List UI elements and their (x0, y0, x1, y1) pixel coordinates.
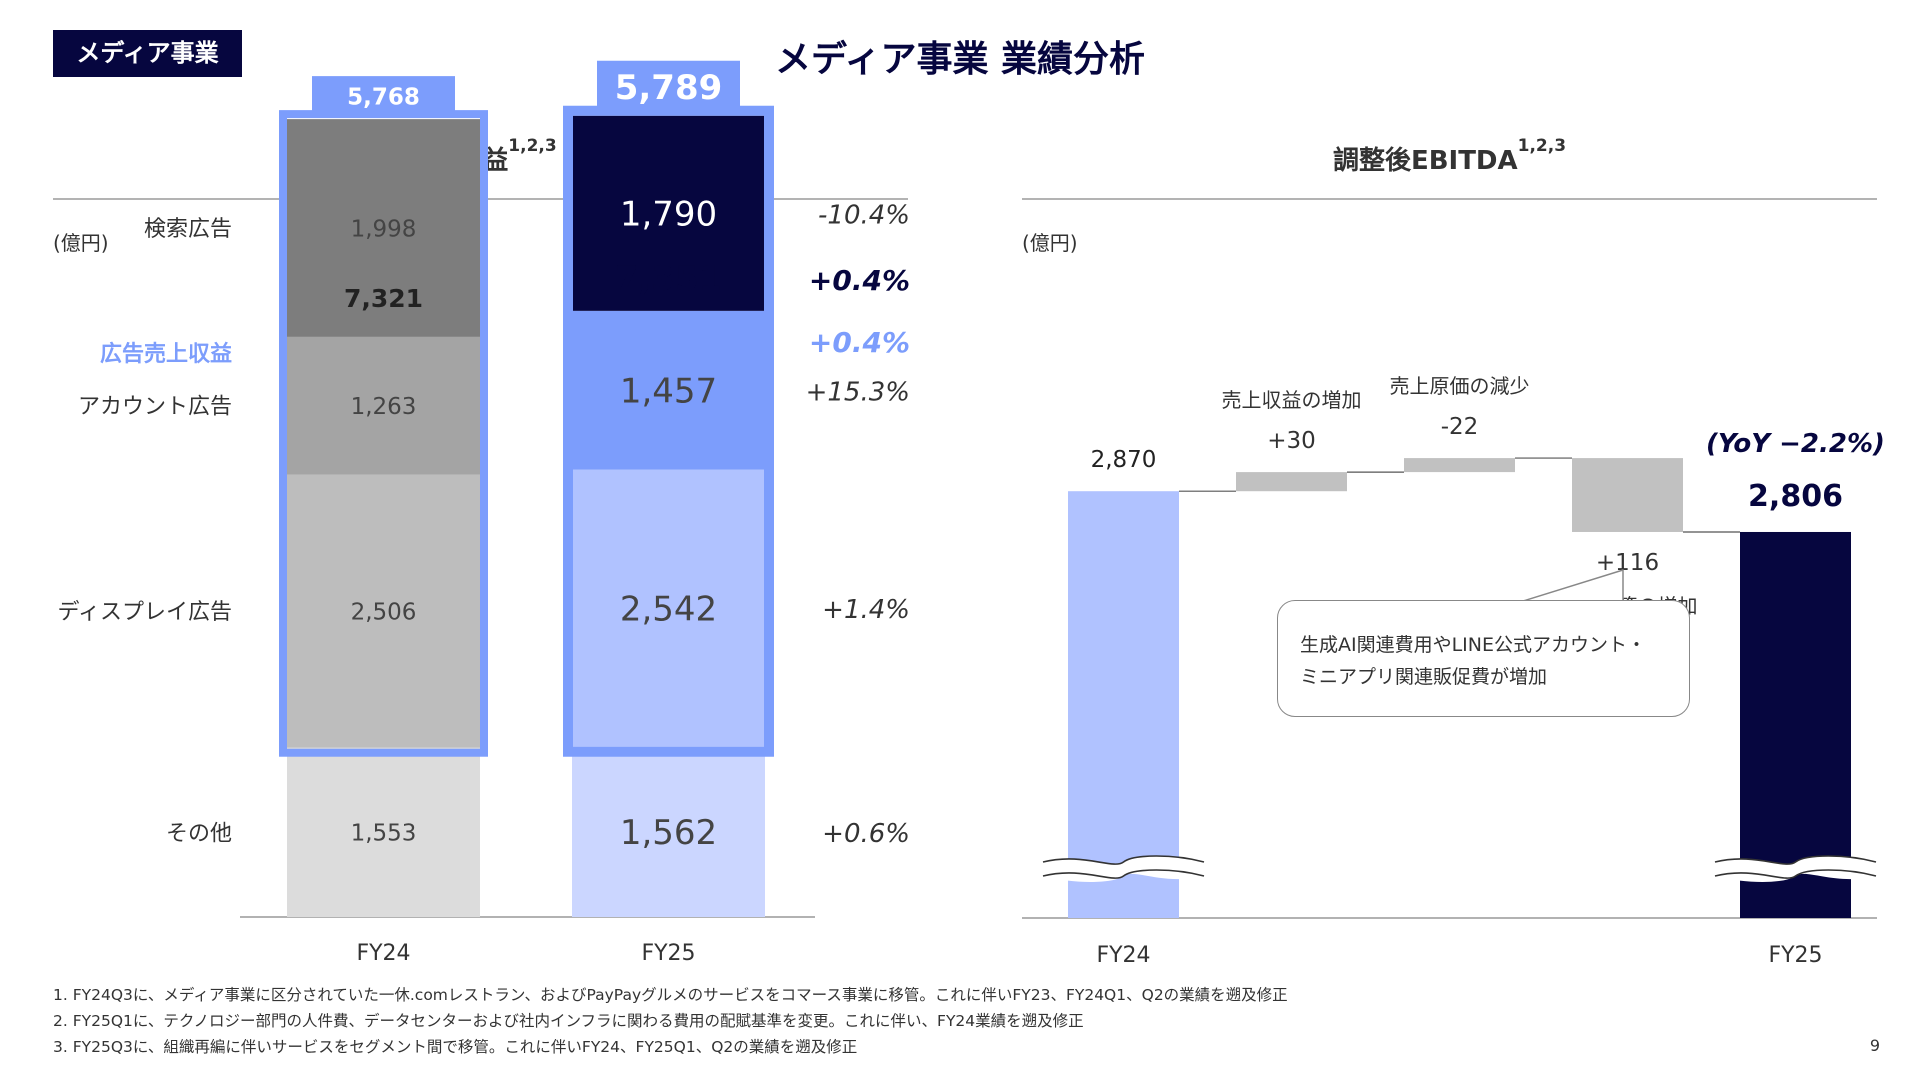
ebitda-category-fy25: FY25 (1768, 943, 1822, 968)
revenue-seg-label-fy24-0: 1,553 (351, 821, 417, 847)
ebitda-title-text: 調整後EBITDA (1332, 146, 1518, 176)
ebitda-section-rule (1022, 198, 1877, 200)
revenue-bar-fy25-seg-2 (572, 310, 765, 470)
ebitda-value-fy24: 2,870 (1091, 447, 1157, 473)
callout-pointer (1519, 569, 1624, 603)
revenue-growth-3: -10.4% (818, 200, 910, 230)
revenue-total-fy24: 7,321 (344, 284, 423, 313)
axis-break-fill-1 (1715, 856, 1876, 882)
revenue-bar-fy24-seg-1 (287, 474, 480, 748)
revenue-growth-2: +15.3% (806, 377, 910, 407)
revenue-seg-label-fy24-3: 1,998 (351, 216, 417, 242)
revenue-bar-fy24-seg-0 (287, 747, 480, 917)
revenue-total-fy25: 7,351 (615, 259, 723, 299)
charts-canvas: 1,553 2,506 1,263 1,998 1,562 2,542 1,457 1,790… (58, 60, 1885, 968)
revenue-unit: (億円) (53, 231, 109, 255)
ad-revenue-value-fy24: 5,768 (347, 84, 420, 110)
revenue-bar-fy25-seg-0 (572, 746, 765, 917)
ebitda-section-title: 調整後EBITDA1,2,3 (1022, 136, 1877, 177)
ebitda-value-fy25: 2,806 (1748, 479, 1843, 514)
axis-break-line-top-0 (1042, 855, 1205, 865)
revenue-seg-label-fy25-2: 1,457 (620, 371, 717, 411)
revenue-seg-label-fy24-2: 1,263 (351, 394, 417, 420)
callout-line-1: 生成AI関連費用やLINE公式アカウント・ (1300, 634, 1647, 656)
ad-tab-fy25 (597, 60, 740, 113)
axis-break-line-bottom-1 (1714, 869, 1877, 879)
callout-line-2: ミニアプリ関連販促費が増加 (1300, 666, 1548, 688)
revenue-growth-1: +1.4% (822, 595, 910, 625)
revenue-seg-label-fy25-3: 1,790 (620, 195, 717, 235)
revenue-seg-label-fy24-1: 2,506 (351, 599, 417, 625)
revenue-row-label-0: その他 (166, 821, 232, 846)
ebitda-title-sup: 1,2,3 (1517, 136, 1567, 156)
ebitda-step-value-0: +30 (1267, 428, 1316, 454)
page-number: 9 (1869, 1036, 1880, 1055)
axis-break-line-bottom-0 (1042, 869, 1205, 879)
axis-break-line-top-1 (1714, 855, 1877, 865)
ebitda-bar-fy24 (1068, 491, 1179, 918)
ebitda-step-name-1: 売上原価の減少 (1390, 374, 1530, 398)
ebitda-bar-fy25 (1740, 531, 1851, 918)
footnote-1: 1. FY24Q3に、メディア事業に区分されていた一休.comレストラン、および… (53, 986, 1288, 1004)
ad-revenue-growth: +0.4% (809, 326, 910, 359)
ebitda-step-bar-0 (1236, 472, 1347, 492)
segment-badge: メディア事業 (53, 30, 242, 77)
ebitda-step-name-0: 売上収益の増加 (1222, 388, 1362, 412)
revenue-bar-fy24-seg-2 (287, 336, 480, 475)
ad-revenue-value-fy25: 5,789 (615, 68, 723, 108)
ebitda-category-fy24: FY24 (1096, 943, 1150, 968)
ad-revenue-row-label: 広告売上収益 (100, 341, 232, 367)
revenue-title-sup: 1,2,3 (508, 136, 557, 156)
ebitda-unit: (億円) (1022, 231, 1078, 255)
ebitda-step-value-1: -22 (1441, 414, 1479, 440)
ebitda-step-value-2: +116 (1596, 550, 1659, 576)
revenue-total-growth: +0.4% (809, 264, 910, 297)
page-title: メディア事業 業績分析 (774, 39, 1145, 80)
axis-break-fill-0 (1043, 856, 1204, 882)
ebitda-step-bar-2 (1572, 458, 1683, 532)
ad-tab-fy24 (312, 76, 455, 117)
revenue-row-label-1: ディスプレイ広告 (58, 600, 232, 625)
footnote-2: 2. FY25Q1に、テクノロジー部門の人件費、データセンターおよび社内インフラ… (53, 1012, 1084, 1030)
sga-callout: 生成AI関連費用やLINE公式アカウント・ ミニアプリ関連販促費が増加 (1277, 600, 1690, 717)
revenue-bar-fy25-seg-1 (572, 469, 765, 747)
revenue-row-label-2: アカウント広告 (78, 395, 232, 420)
revenue-growth-0: +0.6% (822, 819, 910, 849)
revenue-row-label-3: 検索広告 (144, 217, 232, 242)
revenue-category-fy24: FY24 (356, 941, 410, 966)
ebitda-yoy-growth: (YoY −2.2%) (1706, 429, 1885, 459)
ebitda-step-bar-1 (1404, 458, 1515, 473)
revenue-bar-fy25-seg-3 (572, 115, 765, 311)
footnote-3: 3. FY25Q3に、組織再編に伴いサービスをセグメント間で移管。これに伴いFY… (53, 1038, 858, 1056)
revenue-seg-label-fy25-1: 2,542 (620, 589, 717, 629)
revenue-seg-label-fy25-0: 1,562 (620, 813, 717, 853)
revenue-bar-fy24-seg-3 (287, 119, 480, 337)
revenue-category-fy25: FY25 (641, 941, 695, 966)
